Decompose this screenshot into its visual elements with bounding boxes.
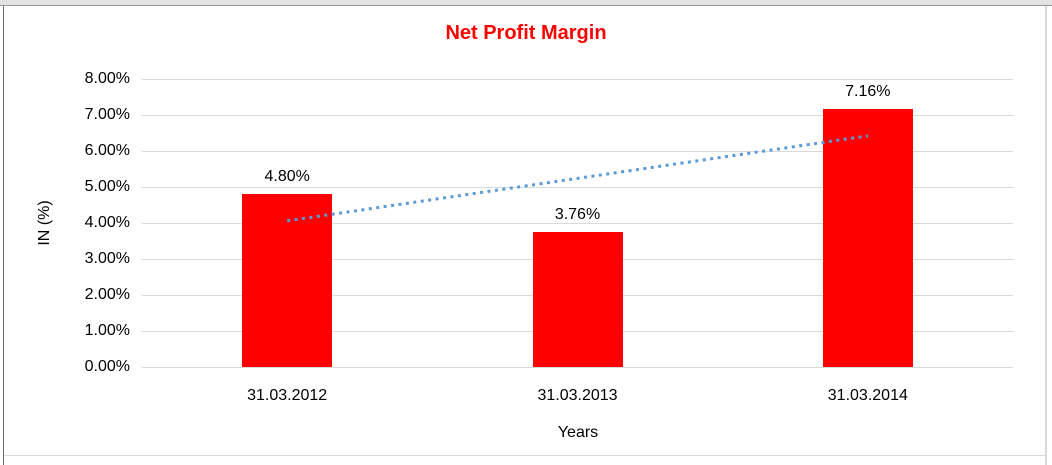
y-tick-label: 4.00% xyxy=(84,214,130,231)
x-category-label: 31.03.2014 xyxy=(827,387,908,404)
trendline xyxy=(286,134,869,223)
chart-title: Net Profit Margin xyxy=(445,22,607,44)
gridline xyxy=(142,151,1013,152)
gridline xyxy=(142,367,1013,368)
page-border-right xyxy=(1045,6,1047,465)
y-tick-label: 2.00% xyxy=(84,286,130,303)
x-category-label: 31.03.2013 xyxy=(537,387,618,404)
gridline xyxy=(142,79,1013,80)
page-border-bottom xyxy=(4,455,1045,456)
bar xyxy=(532,231,623,367)
page-border-top xyxy=(0,0,1052,5)
bar-value-label: 3.76% xyxy=(554,205,601,223)
y-tick-label: 5.00% xyxy=(84,178,130,195)
plot-area: 4.80% 3.76% 7.16% xyxy=(142,79,1013,368)
y-tick-label: 7.00% xyxy=(84,106,130,123)
bar-value-label: 7.16% xyxy=(845,83,891,101)
y-tick-label: 6.00% xyxy=(84,142,130,159)
gridline xyxy=(142,187,1013,188)
x-category-label: 31.03.2012 xyxy=(247,387,328,404)
bar-value-label: 4.80% xyxy=(264,168,310,186)
page-border-left xyxy=(3,6,4,465)
y-tick-label: 3.00% xyxy=(84,250,130,267)
y-tick-label: 1.00% xyxy=(84,322,130,339)
gridline xyxy=(142,115,1013,116)
bar xyxy=(242,194,333,367)
y-tick-label: 8.00% xyxy=(84,70,130,87)
x-axis-title: Years xyxy=(557,424,599,441)
y-tick-label: 0.00% xyxy=(84,358,130,375)
bar xyxy=(822,109,913,367)
gridline xyxy=(142,223,1013,224)
page-border-top-line xyxy=(0,5,1052,6)
